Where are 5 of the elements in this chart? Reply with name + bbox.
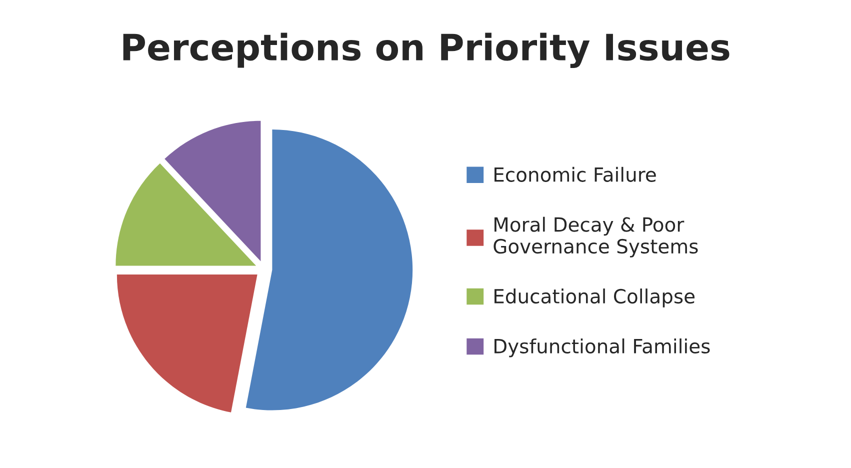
legend-label: Economic Failure bbox=[494, 166, 656, 182]
legend-label: Dysfunctional Families bbox=[494, 338, 710, 358]
legend-label: Educational Collapse bbox=[494, 288, 695, 308]
chart-title: Perceptions on Priority Issues bbox=[123, 32, 730, 68]
legend-label: Moral Decay & Poor Governance Systems bbox=[494, 216, 698, 258]
